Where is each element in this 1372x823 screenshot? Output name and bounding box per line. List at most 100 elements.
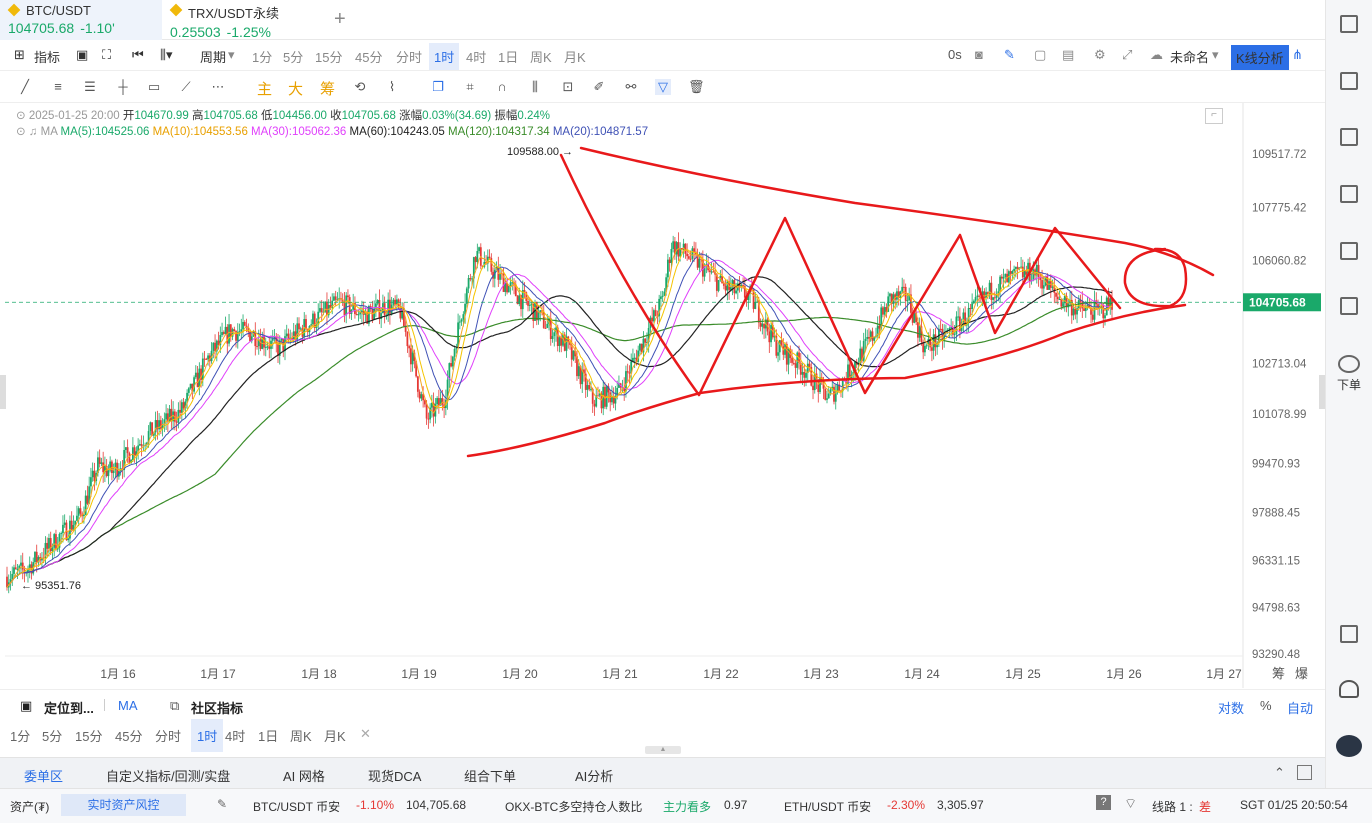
timeframe-3[interactable]: 45分 (355, 50, 383, 65)
timeframe-7[interactable]: 1日 (498, 50, 519, 65)
expand-icon[interactable]: ⤢ (1122, 47, 1133, 62)
risk-control-button[interactable]: 实时资产风控 (61, 794, 186, 816)
image-icon[interactable]: ▤ (1062, 47, 1075, 62)
assets-label[interactable]: 资产(₮) (10, 800, 50, 814)
edit-icon[interactable]: ✎ (217, 797, 228, 811)
money-icon[interactable] (1340, 128, 1358, 146)
ma-indicator-tab[interactable]: MA (118, 698, 138, 713)
locate-button[interactable]: 定位到... (44, 701, 94, 716)
bottom-timeframe-9[interactable]: 月K (324, 729, 346, 744)
collapse-right-handle[interactable] (1319, 375, 1325, 409)
link-icon[interactable]: ⚯ (625, 79, 637, 94)
filter-icon[interactable]: ▽ (655, 79, 671, 95)
rewind-icon[interactable]: ⏮ (132, 47, 144, 62)
bottom-timeframe-5[interactable]: 1时 (191, 719, 224, 752)
trash-icon[interactable]: 🗑 (688, 79, 705, 94)
bottom-timeframe-3[interactable]: 45分 (115, 729, 143, 744)
timeframe-6[interactable]: 4时 (466, 50, 487, 65)
chevron-up-icon[interactable]: ⌃ (1274, 765, 1285, 780)
calendar-icon[interactable]: ▣ (76, 47, 89, 62)
collapse-icon[interactable]: ⊙ (16, 126, 26, 138)
candlestick-chart[interactable]: 109517.72 107775.42 106060.82 102713.04 1010… (5, 103, 1323, 688)
bottom-timeframe-4[interactable]: 分时 (155, 729, 182, 744)
timeframe-8[interactable]: 周K (530, 50, 552, 65)
chart-icon[interactable] (1340, 242, 1358, 260)
percent-toggle[interactable]: % (1260, 698, 1272, 713)
add-tab-icon[interactable]: + (334, 8, 346, 30)
timeframe-0[interactable]: 1分 (252, 50, 273, 65)
grid-icon[interactable] (1340, 15, 1358, 33)
order-icon[interactable] (1338, 355, 1360, 373)
copy-icon[interactable]: ❐ (432, 79, 444, 94)
fullscreen-icon[interactable]: ⛶ (102, 47, 112, 62)
help-icon[interactable]: ? (1096, 795, 1111, 810)
main-force-button[interactable]: 主 (257, 81, 273, 98)
more-tools-icon[interactable]: ⋯ (211, 79, 225, 94)
kline-analysis-button[interactable]: K线分析 (1231, 45, 1289, 70)
trend-icon[interactable] (1340, 185, 1358, 203)
bottom-tab-5[interactable]: AI分析 (575, 769, 614, 784)
edit-icon[interactable]: ✐ (593, 79, 605, 94)
ray-tool-icon[interactable]: ⟋ (181, 79, 191, 94)
robot-avatar-icon[interactable] (1336, 735, 1362, 757)
log-scale-toggle[interactable]: 对数 (1218, 701, 1245, 716)
community-indicator-button[interactable]: 社区指标 (191, 701, 244, 716)
panel-resize-handle[interactable]: ▲ (645, 746, 681, 754)
lock-icon[interactable]: ⊡ (562, 79, 574, 94)
bottom-tab-0[interactable]: 委单区 (24, 766, 64, 796)
bottom-timeframe-0[interactable]: 1分 (10, 729, 31, 744)
bottom-timeframe-8[interactable]: 周K (290, 729, 312, 744)
candle-type-icon[interactable]: ⫼▾ (160, 47, 173, 62)
etf-icon[interactable] (1340, 297, 1358, 315)
close-icon[interactable]: ✕ (360, 726, 371, 741)
community-icon[interactable]: ⧉ (170, 698, 180, 713)
auto-scale-toggle[interactable]: 自动 (1287, 701, 1314, 716)
camera-icon[interactable]: ◙ (975, 47, 983, 62)
bell-icon[interactable]: ♫ (28, 126, 38, 138)
magnet-icon[interactable]: ∩ (497, 79, 507, 94)
popout-icon[interactable] (1297, 765, 1312, 780)
document-icon[interactable] (1340, 72, 1358, 90)
share-icon[interactable]: ⋔ (1292, 47, 1303, 62)
order-label[interactable]: 下单 (1337, 378, 1362, 392)
layout-icon[interactable] (1340, 625, 1358, 643)
bottom-tab-4[interactable]: 组合下单 (464, 769, 517, 784)
bottom-timeframe-7[interactable]: 1日 (258, 729, 279, 744)
chips-button[interactable]: 筹 (320, 81, 336, 98)
timeframe-2[interactable]: 15分 (315, 50, 343, 65)
gear-icon[interactable]: ⚙ (1094, 47, 1106, 62)
timeframe-9[interactable]: 月K (564, 50, 586, 65)
collapse-icon[interactable]: ⊙ (16, 110, 26, 122)
indicator-icon[interactable]: ⊞ (14, 47, 25, 62)
big-order-button[interactable]: 大 (288, 81, 304, 98)
timeframe-4[interactable]: 分时 (396, 50, 423, 65)
timeframe-5[interactable]: 1时 (429, 43, 460, 70)
channel-tool-icon[interactable]: ☰ (84, 79, 96, 94)
ticker-btc-name[interactable]: BTC/USDT 币安 (253, 800, 341, 814)
collapse-left-handle[interactable] (0, 375, 6, 409)
headset-icon[interactable] (1339, 680, 1359, 698)
ticker-ratio-name[interactable]: OKX-BTC多空持仓人数比 (505, 800, 643, 814)
line-tool-icon[interactable]: ╱ (21, 79, 29, 94)
bottom-timeframe-1[interactable]: 5分 (42, 729, 63, 744)
rect-tool-icon[interactable]: ▭ (147, 79, 161, 94)
tab-trx-usdt[interactable]: TRX/USDT永续 0.25503 -1.25% (162, 0, 332, 40)
compare-icon[interactable]: ⫼ (532, 79, 538, 94)
brush-icon[interactable]: ⌇ (388, 79, 396, 94)
pencil-icon[interactable]: ✎ (1004, 47, 1015, 62)
tab-btc-usdt[interactable]: BTC/USDT 104705.68 -1.10' (0, 0, 162, 40)
fullscreen-chart-icon[interactable]: ⌐ (1205, 108, 1223, 124)
layout-name[interactable]: 未命名 (1170, 50, 1210, 65)
timeframe-1[interactable]: 5分 (283, 50, 304, 65)
indicator-button[interactable]: 指标 (34, 50, 61, 65)
bottom-tab-2[interactable]: AI 网格 (283, 769, 325, 784)
bottom-timeframe-2[interactable]: 15分 (75, 729, 103, 744)
chat-icon[interactable]: ▢ (1034, 47, 1047, 62)
bottom-tab-1[interactable]: 自定义指标/回测/实盘 (106, 769, 231, 784)
chart-area[interactable]: 109517.72 107775.42 106060.82 102713.04 1010… (5, 103, 1323, 688)
period-button[interactable]: 周期 (200, 50, 227, 65)
replay-icon[interactable]: ⟲ (354, 79, 366, 94)
bottom-timeframe-6[interactable]: 4时 (225, 729, 246, 744)
hline-tool-icon[interactable]: ┼ (118, 79, 128, 94)
parallel-tool-icon[interactable]: ≡ (54, 79, 62, 94)
